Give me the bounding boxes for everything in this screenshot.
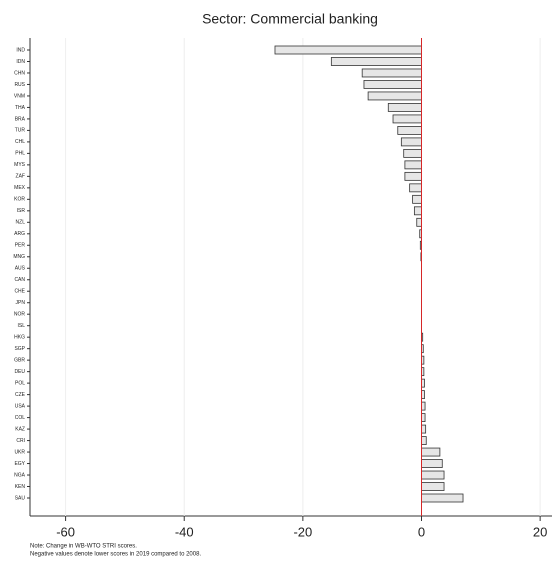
y-tick-label: GBR [14, 357, 25, 363]
y-tick-label: ARG [14, 231, 25, 237]
bar [404, 160, 422, 170]
y-tick-label: BRA [15, 116, 26, 122]
bar [367, 91, 422, 101]
bar [392, 114, 422, 124]
y-tick-label: COL [15, 415, 26, 421]
y-tick-label: KOR [14, 197, 25, 203]
y-tick-label: NGA [14, 472, 26, 478]
y-tick-label: SGP [14, 346, 25, 352]
y-tick-label: MNG [13, 254, 25, 260]
bar [403, 148, 422, 158]
y-tick-label: JPN [16, 300, 26, 306]
y-tick-label: USA [15, 403, 26, 409]
y-tick-label: SAU [15, 495, 26, 501]
bar [421, 459, 443, 468]
y-tick-label: CHE [14, 289, 25, 295]
y-tick-label: POL [15, 380, 25, 386]
x-tick-label: -60 [56, 524, 75, 539]
y-tick-label: CAN [14, 277, 25, 283]
bar [421, 470, 445, 480]
bar [421, 436, 427, 445]
y-tick-label: VNM [14, 93, 25, 99]
y-tick-label: AUS [15, 266, 26, 272]
bar [400, 137, 422, 147]
x-tick-label: 20 [533, 524, 547, 539]
bar [361, 68, 422, 78]
y-tick-label: CZE [15, 392, 26, 398]
y-tick-label: KAZ [15, 426, 25, 432]
y-tick-label: IND [16, 47, 25, 53]
x-tick-label: -40 [175, 524, 194, 539]
y-tick-label: PER [15, 243, 26, 249]
bar [413, 206, 422, 216]
bar [412, 194, 422, 204]
bar [404, 171, 422, 181]
y-tick-label: NOR [14, 312, 26, 318]
y-tick-label: TUR [15, 128, 26, 134]
y-tick-label: ISR [17, 208, 26, 214]
x-tick-label: -20 [293, 524, 312, 539]
y-tick-label: CHL [15, 139, 25, 145]
y-tick-label: CRI [16, 438, 25, 444]
bar [421, 493, 464, 503]
y-tick-label: EGY [14, 461, 25, 467]
y-tick-label: IDN [16, 59, 25, 65]
bar [421, 482, 445, 491]
y-tick-label: ZAF [16, 174, 25, 180]
bar [421, 447, 441, 457]
bar [409, 183, 422, 193]
y-tick-label: HKG [14, 335, 25, 341]
x-tick-label: 0 [418, 524, 425, 539]
y-tick-label: UKR [14, 449, 25, 455]
bar [421, 424, 427, 434]
note: Note: Change in WB-WTO STRI scores. [30, 544, 137, 550]
y-tick-label: DEU [14, 369, 25, 375]
y-tick-label: ISL [17, 323, 25, 329]
y-tick-label: RUS [14, 82, 25, 88]
y-tick-label: MEX [14, 185, 26, 191]
bar [416, 217, 422, 227]
y-tick-label: THA [15, 105, 26, 111]
y-tick-label: MYS [14, 162, 26, 168]
bar [363, 80, 422, 89]
y-tick-label: KEN [15, 484, 26, 490]
y-tick-label: PHL [15, 151, 25, 157]
bar [387, 103, 422, 112]
bar [397, 126, 422, 135]
chart-title: Sector: Commercial banking [202, 11, 378, 27]
note: Negative values denote lower scores in 2… [30, 552, 201, 558]
bar [421, 401, 426, 411]
bar [274, 45, 422, 55]
bar [421, 413, 426, 422]
y-tick-label: CHN [14, 70, 25, 76]
bar [330, 57, 422, 66]
y-tick-label: NZL [16, 220, 26, 226]
